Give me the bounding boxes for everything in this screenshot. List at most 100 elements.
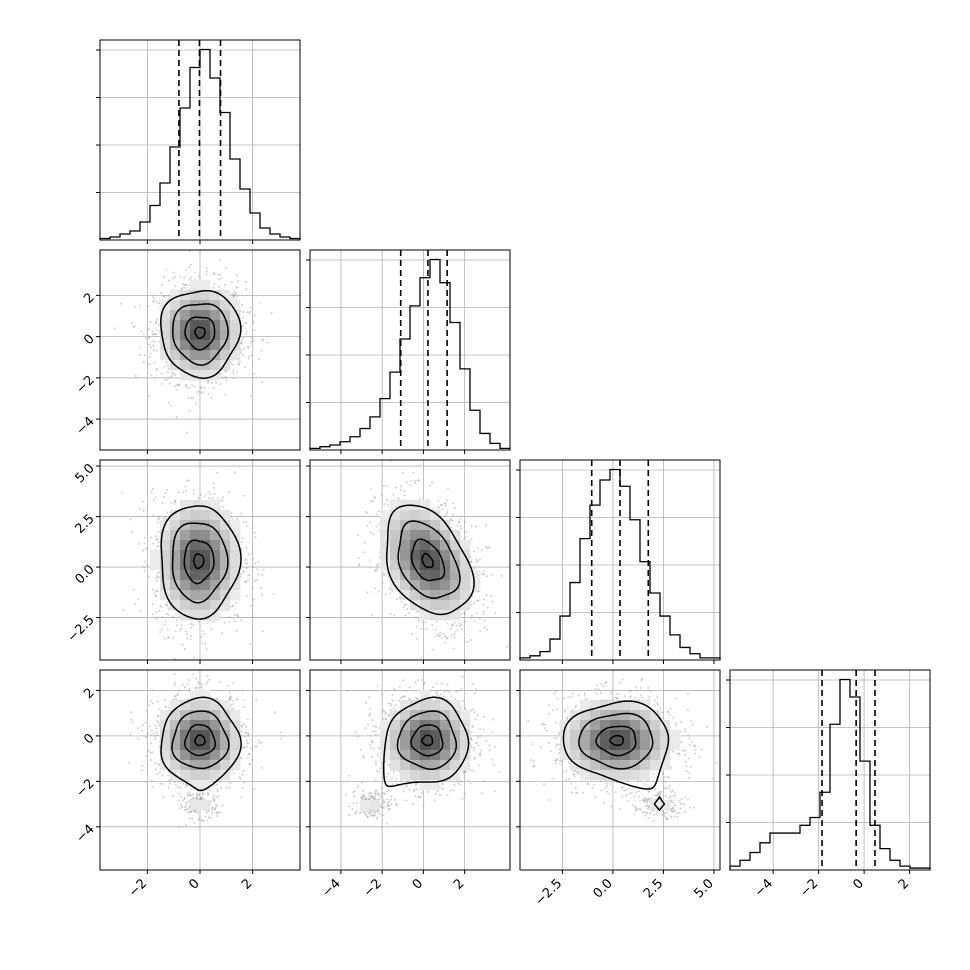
scatter-point	[482, 604, 485, 606]
scatter-point	[244, 322, 246, 324]
scatter-point	[374, 587, 377, 590]
scatter-point	[170, 375, 173, 378]
scatter-point	[473, 619, 476, 622]
scatter-point	[166, 629, 169, 631]
scatter-point	[415, 625, 418, 628]
scatter-point	[204, 642, 207, 645]
scatter-point	[218, 286, 221, 288]
scatter-point	[388, 592, 391, 595]
scatter-point	[222, 496, 225, 499]
density-cell	[150, 550, 161, 561]
scatter-point	[231, 605, 234, 607]
scatter-point	[244, 366, 247, 368]
scatter-point	[444, 514, 447, 516]
scatter-point	[207, 393, 210, 395]
scatter-point	[407, 611, 410, 614]
scatter-point	[237, 363, 240, 366]
scatter-point	[165, 489, 168, 491]
scatter-point	[173, 385, 176, 388]
scatter-point	[190, 397, 193, 399]
scatter-point	[223, 621, 226, 624]
histogram-panel-2	[516, 459, 721, 664]
scatter-point	[431, 623, 434, 626]
density-cell	[230, 300, 241, 311]
scatter-point	[167, 294, 170, 297]
scatter-point	[240, 619, 243, 622]
scatter-point	[247, 574, 250, 577]
scatter-point	[155, 590, 157, 593]
scatter-point	[163, 366, 166, 369]
scatter-point	[133, 325, 136, 328]
scatter-point	[217, 274, 220, 276]
scatter-point	[244, 580, 246, 583]
density-cell	[180, 310, 191, 321]
scatter-point	[404, 614, 407, 617]
scatter-point	[202, 391, 205, 393]
scatter-point	[158, 302, 161, 305]
scatter-point	[224, 370, 227, 373]
scatter-point	[221, 376, 224, 379]
scatter-point	[245, 546, 248, 549]
scatter-point	[252, 321, 255, 324]
scatter-point	[266, 341, 269, 344]
scatter-point	[453, 636, 456, 639]
scatter-point	[386, 485, 389, 487]
scatter-point	[251, 552, 254, 555]
scatter-point	[148, 343, 151, 346]
scatter-point	[371, 500, 374, 503]
scatter-point	[233, 613, 236, 616]
scatter-point	[155, 577, 157, 580]
scatter-point	[199, 386, 202, 389]
scatter-point	[142, 565, 145, 568]
scatter-point	[490, 677, 492, 679]
scatter-point	[236, 286, 239, 289]
scatter-point	[256, 568, 259, 571]
scatter-point	[183, 283, 186, 286]
scatter-point	[200, 391, 203, 394]
scatter-point	[192, 492, 195, 495]
scatter-point	[452, 513, 454, 516]
scatter-point	[155, 595, 157, 598]
histogram-frame-2	[519, 459, 721, 661]
scatter-point	[187, 479, 190, 482]
scatter-point	[470, 525, 473, 527]
histogram-step-0	[99, 48, 301, 240]
scatter-point	[486, 628, 489, 631]
scatter-point	[216, 471, 219, 474]
scatter-point	[148, 336, 150, 339]
scatter-point	[368, 521, 371, 524]
scatter-point	[182, 491, 185, 494]
scatter-point	[173, 657, 176, 660]
scatter-point	[156, 545, 159, 548]
scatter-point	[435, 620, 438, 623]
scatter-point	[474, 558, 477, 561]
scatter-point	[156, 773, 159, 775]
scatter-point	[410, 633, 413, 635]
scatter-point	[451, 520, 454, 523]
scatter-point	[223, 376, 226, 379]
density-cell	[160, 350, 171, 361]
scatter-point	[420, 627, 423, 630]
scatter-point	[459, 517, 462, 520]
scatter-point	[153, 377, 156, 380]
scatter-point	[161, 383, 164, 385]
scatter-point	[458, 622, 461, 625]
scatter-point	[483, 619, 486, 622]
scatter-point	[233, 296, 235, 299]
scatter-point	[163, 495, 165, 498]
scatter-point	[484, 545, 487, 548]
scatter-point	[156, 318, 159, 321]
scatter-point	[364, 541, 366, 544]
histogram-panel-3	[726, 669, 931, 874]
density-cell	[200, 370, 211, 381]
scatter-point	[238, 360, 241, 363]
density-cell	[230, 350, 241, 361]
scatter-point	[416, 618, 419, 621]
scatter-point	[362, 551, 365, 554]
scatter-point	[154, 535, 157, 538]
scatter-point	[454, 630, 457, 633]
scatter-point	[219, 383, 222, 386]
scatter-point	[399, 488, 402, 491]
scatter-point	[143, 536, 146, 539]
scatter-point	[242, 570, 245, 573]
